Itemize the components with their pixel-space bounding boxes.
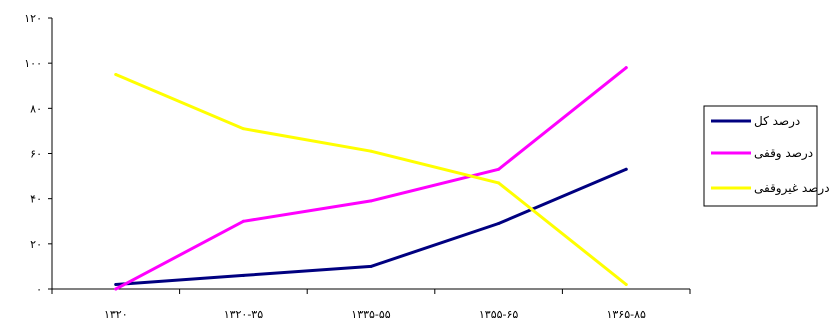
x-tick-label: ۱۳۲۰-۳۵ (224, 308, 264, 321)
y-tick-label: ۱۲۰ (24, 12, 42, 25)
y-tick-label: ۱۰۰ (24, 57, 42, 70)
y-tick-label: ۰ (36, 283, 42, 296)
data-point (241, 273, 245, 277)
legend: درصد کل درصد وقفی درصد غیروقفی (703, 105, 830, 207)
x-tick-group: ۱۳۲۰ ۱۳۲۰-۳۵ ۱۳۳۵-۵۵ ۱۳۵۵-۶۵ ۱۳۶۵-۸۵ (51, 289, 691, 321)
data-point (624, 66, 628, 70)
data-point (114, 287, 118, 291)
data-point (497, 167, 501, 171)
data-point (624, 282, 628, 286)
data-point (369, 199, 373, 203)
x-tick-label: ۱۳۲۰ (104, 308, 128, 321)
data-point (624, 167, 628, 171)
data-point (497, 222, 501, 226)
y-tick-label: ۶۰ (30, 148, 42, 161)
legend-label-3: درصد غیروقفی (754, 181, 830, 196)
y-tick-label: ۴۰ (30, 193, 42, 206)
legend-label-1: درصد کل (754, 114, 800, 129)
data-point (241, 219, 245, 223)
data-point (369, 264, 373, 268)
x-tick-label: ۱۳۵۵-۶۵ (479, 308, 519, 321)
data-point (114, 282, 118, 286)
data-point (241, 127, 245, 131)
data-point (369, 149, 373, 153)
data-point (114, 72, 118, 76)
y-tick-group: ۰ ۲۰ ۴۰ ۶۰ ۸۰ ۱۰۰ ۱۲۰ (24, 12, 52, 296)
data-point (497, 181, 501, 185)
legend-label-2: درصد وقفی (754, 146, 813, 161)
x-tick-label: ۱۳۶۵-۸۵ (606, 308, 646, 321)
series-line-2 (114, 66, 628, 291)
series-group (114, 66, 628, 291)
x-tick-label: ۱۳۳۵-۵۵ (351, 308, 391, 321)
series-line-3 (114, 73, 628, 286)
y-tick-label: ۲۰ (30, 238, 42, 251)
legend-items: درصد کل درصد وقفی درصد غیروقفی (711, 114, 830, 196)
y-tick-label: ۸۰ (30, 102, 42, 115)
